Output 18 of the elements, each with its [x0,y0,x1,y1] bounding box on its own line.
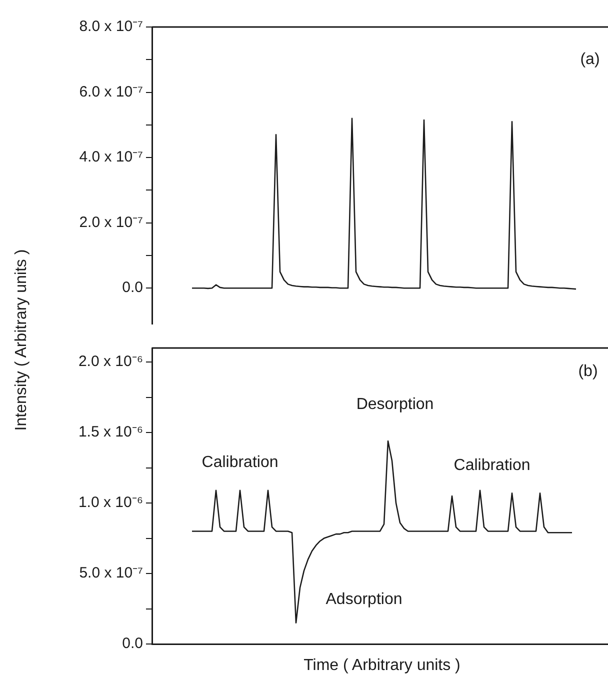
y-tick-label: 2.0 x 10⁻⁷ [79,214,143,231]
y-tick-label: 2.0 x 10⁻⁶ [78,353,143,370]
x-axis-title: Time ( Arbitrary units ) [304,657,460,675]
annotation: (b) [578,363,598,381]
y-tick-label: 1.5 x 10⁻⁶ [78,424,143,441]
annotation: Desorption [356,396,434,414]
annotation: Calibration [202,454,278,472]
y-axis-title: Intensity ( Arbitrary units ) [13,249,31,431]
annotation: Adsorption [326,591,402,609]
y-tick-label: 5.0 x 10⁻⁷ [79,564,143,582]
y-tick-label: 0.0 [122,635,143,652]
y-tick-label: 1.0 x 10⁻⁶ [78,494,143,512]
y-tick-label: 4.0 x 10⁻⁷ [79,148,143,166]
y-tick-label: 8.0 x 10⁻⁷ [79,18,143,36]
annotation: Calibration [454,457,530,475]
annotation: (a) [580,51,600,69]
y-tick-label: 0.0 [122,279,143,296]
y-tick-label: 6.0 x 10⁻⁷ [79,83,143,100]
